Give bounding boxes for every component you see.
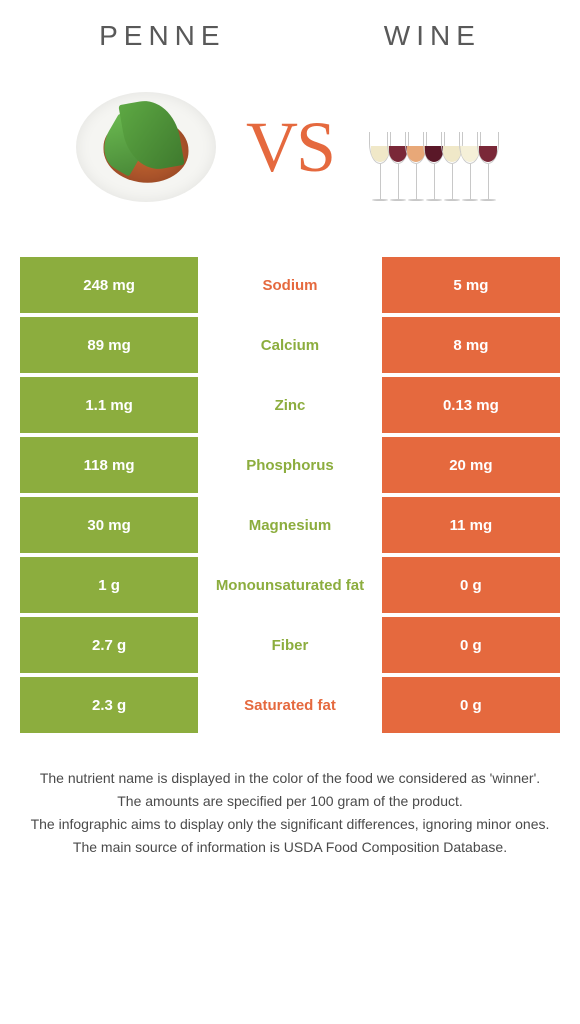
right-value: 5 mg [382,257,560,313]
title-row: PENNE WINE [20,20,560,52]
right-value: 8 mg [382,317,560,373]
right-value: 11 mg [382,497,560,553]
table-row: 118 mgPhosphorus20 mg [20,437,560,493]
left-value: 30 mg [20,497,198,553]
table-row: 1.1 mgZinc0.13 mg [20,377,560,433]
left-value: 2.7 g [20,617,198,673]
hero-row: VS [20,82,560,212]
nutrient-label: Phosphorus [198,437,382,493]
nutrient-label: Calcium [198,317,382,373]
nutrient-label: Saturated fat [198,677,382,733]
left-value: 118 mg [20,437,198,493]
nutrient-label: Sodium [198,257,382,313]
left-value: 89 mg [20,317,198,373]
nutrient-label: Fiber [198,617,382,673]
wine-image [354,82,514,212]
right-title: WINE [384,20,481,52]
table-row: 1 gMonounsaturated fat0 g [20,557,560,613]
left-value: 2.3 g [20,677,198,733]
right-value: 20 mg [382,437,560,493]
table-row: 248 mgSodium5 mg [20,257,560,313]
footnote-line: The amounts are specified per 100 gram o… [20,791,560,812]
left-value: 1 g [20,557,198,613]
penne-image [66,82,226,212]
right-value: 0 g [382,677,560,733]
left-value: 248 mg [20,257,198,313]
wine-glass-icon [477,132,499,212]
table-row: 2.7 gFiber0 g [20,617,560,673]
footnotes: The nutrient name is displayed in the co… [20,768,560,858]
nutrient-label: Monounsaturated fat [198,557,382,613]
right-value: 0 g [382,617,560,673]
right-value: 0 g [382,557,560,613]
left-title: PENNE [99,20,225,52]
footnote-line: The nutrient name is displayed in the co… [20,768,560,789]
table-row: 89 mgCalcium8 mg [20,317,560,373]
table-row: 2.3 gSaturated fat0 g [20,677,560,733]
table-row: 30 mgMagnesium11 mg [20,497,560,553]
right-value: 0.13 mg [382,377,560,433]
nutrient-label: Magnesium [198,497,382,553]
comparison-table: 248 mgSodium5 mg89 mgCalcium8 mg1.1 mgZi… [20,257,560,733]
vs-label: VS [246,106,334,189]
footnote-line: The infographic aims to display only the… [20,814,560,835]
nutrient-label: Zinc [198,377,382,433]
footnote-line: The main source of information is USDA F… [20,837,560,858]
left-value: 1.1 mg [20,377,198,433]
